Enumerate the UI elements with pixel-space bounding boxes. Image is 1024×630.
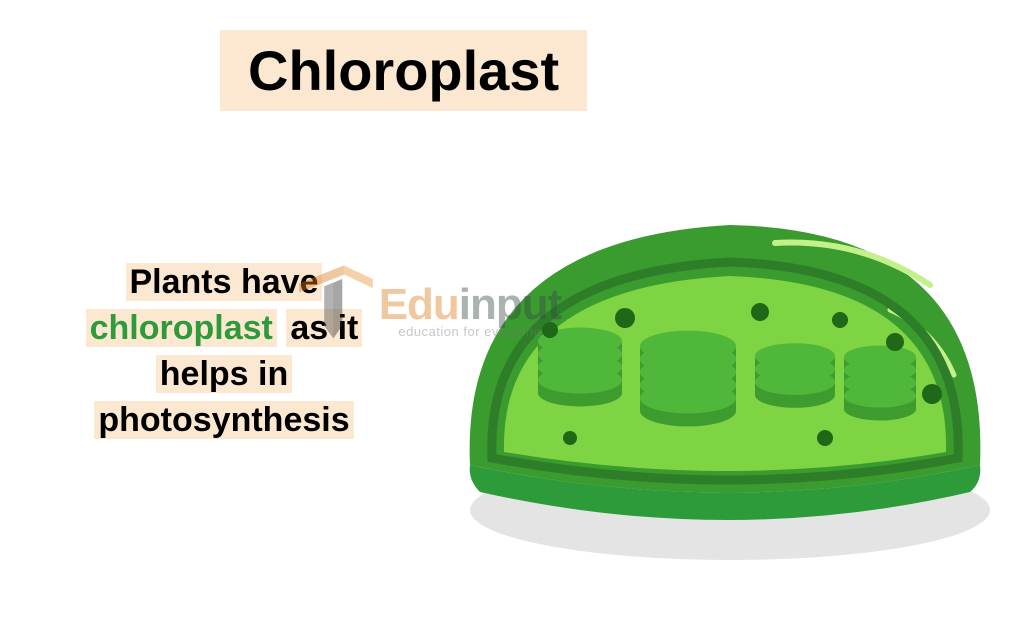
chloroplast-svg	[430, 170, 1000, 600]
granule-6	[817, 430, 833, 446]
watermark-input: input	[459, 280, 562, 329]
chloroplast-diagram	[430, 170, 1000, 600]
granule-4	[886, 333, 904, 351]
watermark-edu: Edu	[379, 280, 459, 329]
granum-3	[844, 345, 916, 420]
granule-3	[832, 312, 848, 328]
granule-5	[563, 431, 577, 445]
granule-2	[751, 303, 769, 321]
granule-7	[922, 384, 942, 404]
granum-2	[755, 343, 835, 408]
page-title: Chloroplast	[220, 30, 587, 111]
watermark-logo-icon	[290, 252, 380, 342]
desc-line-3: helps in	[156, 355, 292, 393]
watermark: Eduinput education for everyone	[300, 280, 640, 339]
desc-keyword: chloroplast	[86, 309, 277, 347]
granum-0	[538, 328, 622, 407]
desc-line-4: photosynthesis	[94, 401, 353, 439]
granum-1	[640, 331, 736, 427]
